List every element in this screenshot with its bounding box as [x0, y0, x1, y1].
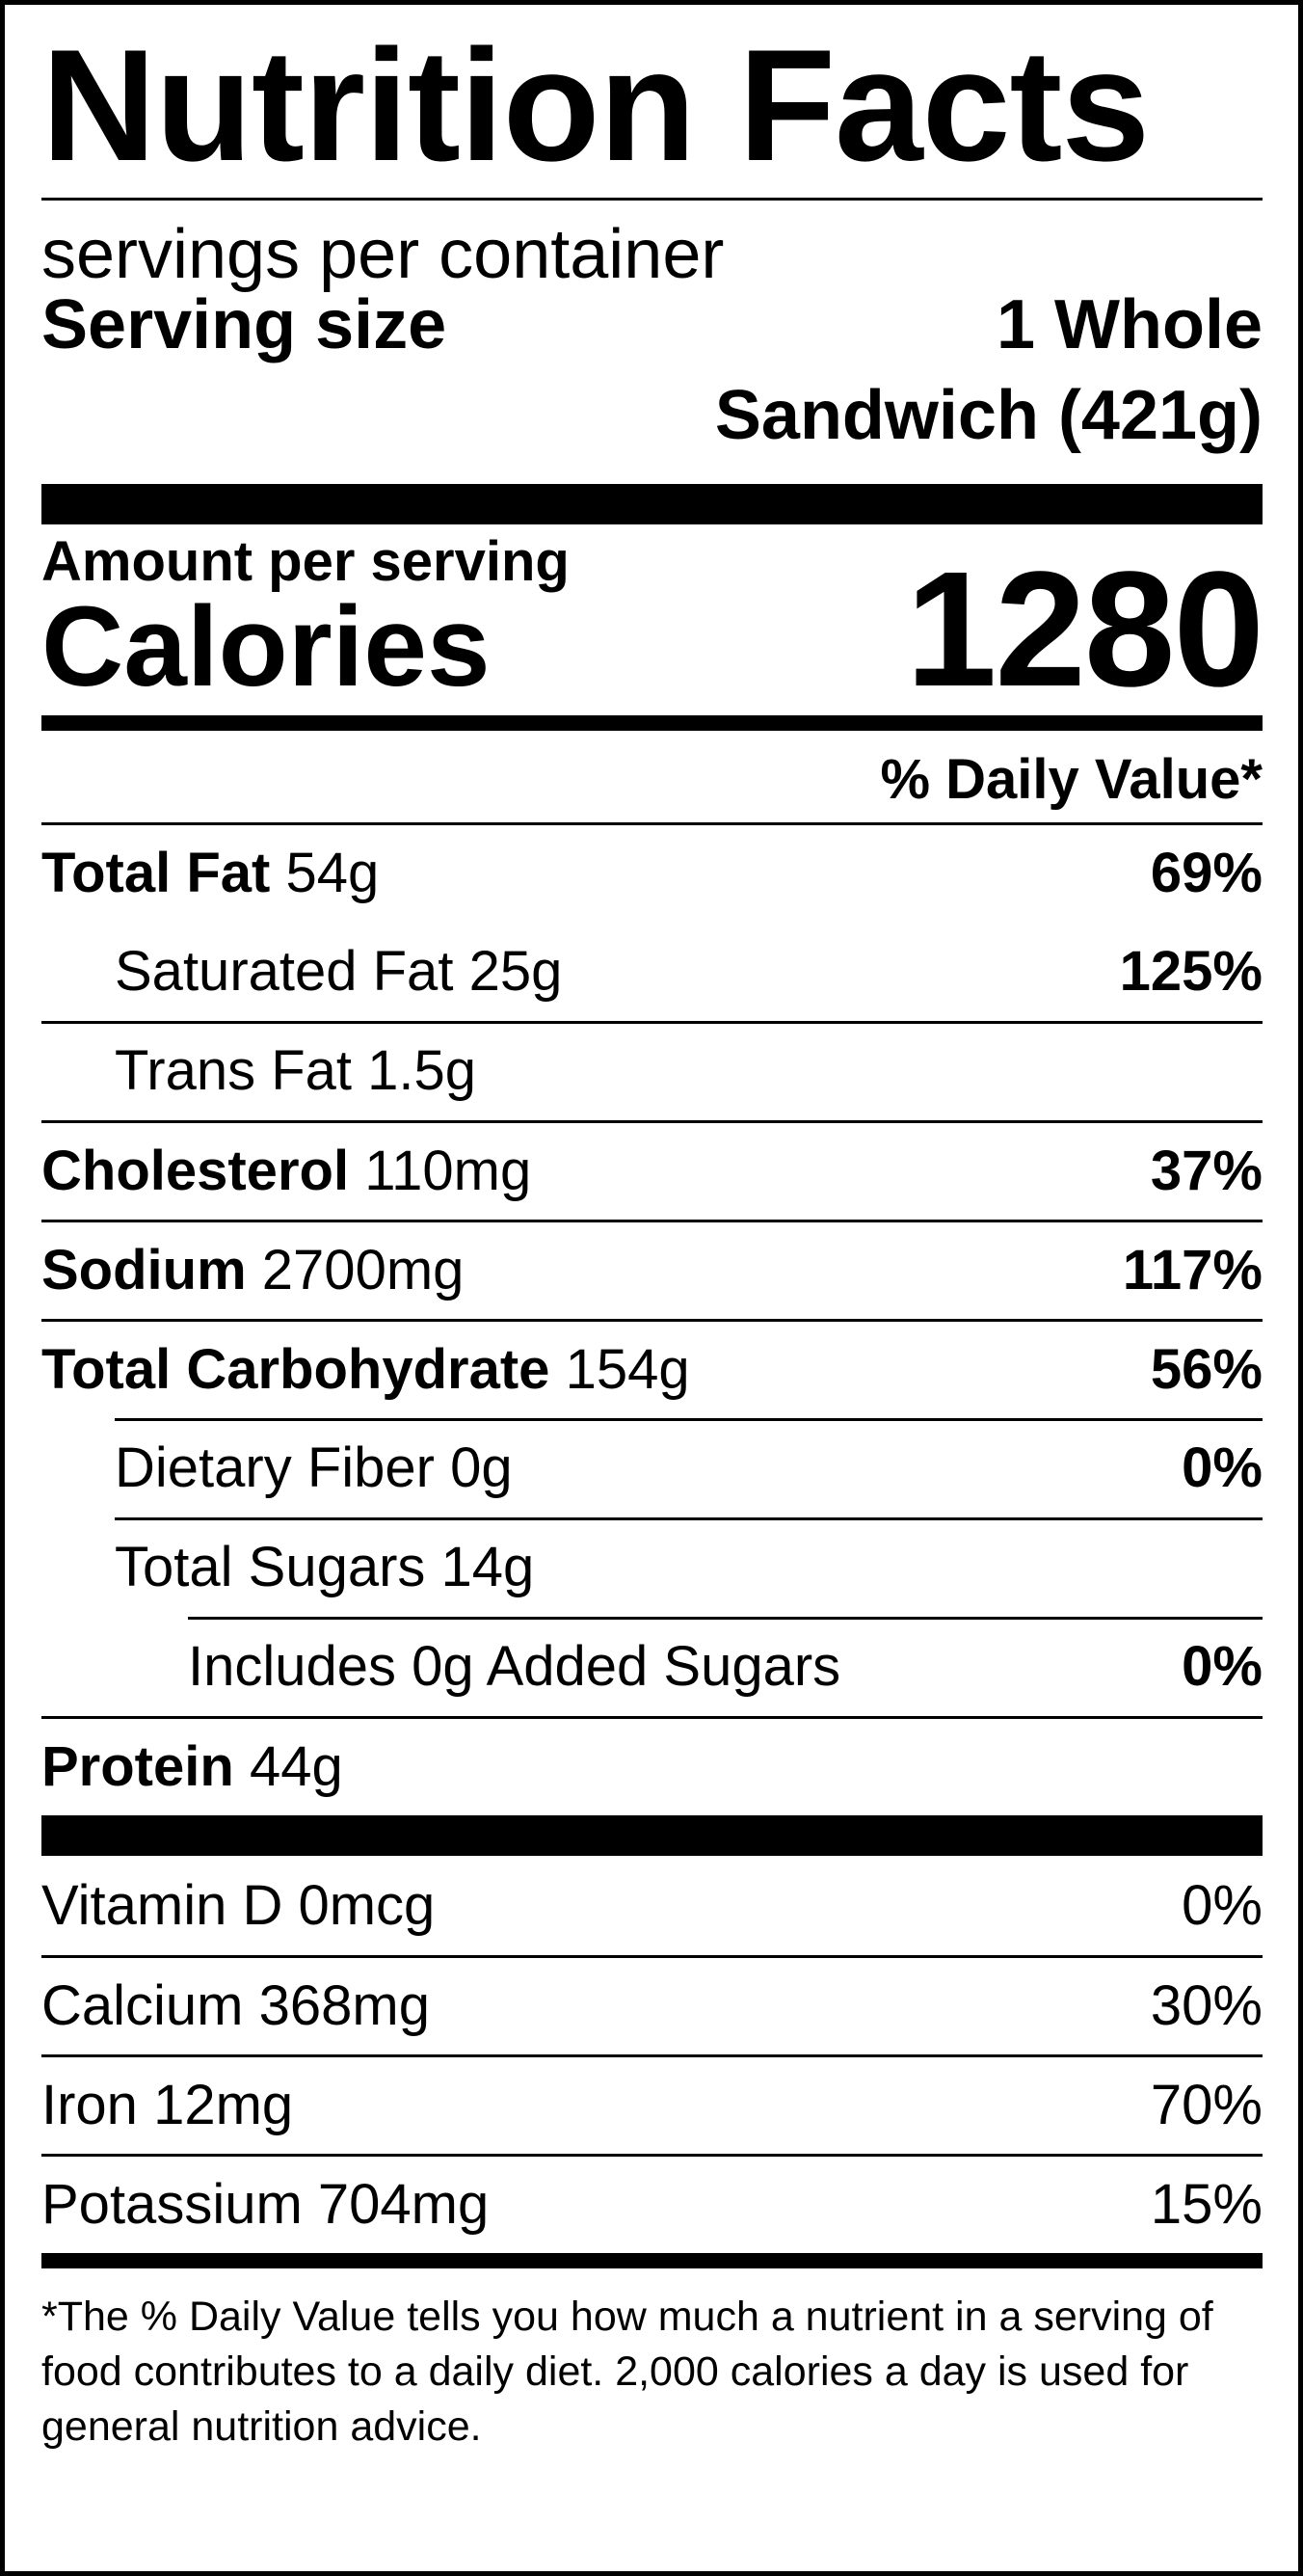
vitamin-name: Vitamin D [41, 1873, 283, 1937]
medium-divider [41, 2253, 1263, 2268]
vitamin-dv: 30% [1150, 1974, 1263, 2037]
vitamin-name: Potassium [41, 2173, 303, 2236]
thick-divider [41, 484, 1263, 524]
vitamin-amount: 368mg [258, 1974, 430, 2037]
nutrient-row-trans-fat: Trans Fat 1.5g [41, 1021, 1263, 1120]
nutrient-row-total-carbohydrate: Total Carbohydrate 154g 56% [41, 1319, 1263, 1418]
serving-size-row: Serving size 1 Whole Sandwich (421g) [41, 280, 1263, 461]
vitamin-row-calcium: Calcium 368mg 30% [41, 1955, 1263, 2054]
nutrient-row-added-sugars: Includes 0g Added Sugars 0% [41, 1617, 1263, 1716]
vitamin-dv: 0% [1182, 1873, 1263, 1937]
nutrient-name: Dietary Fiber [115, 1436, 435, 1499]
divider [41, 198, 1263, 201]
vitamin-name: Iron [41, 2074, 138, 2136]
daily-value-header: % Daily Value* [880, 748, 1263, 811]
calories-label: Calories [41, 583, 491, 711]
serving-size-value-line1: 1 Whole [996, 286, 1263, 363]
nutrient-dv: 0% [1182, 1436, 1263, 1499]
vitamin-name: Calcium [41, 1974, 244, 2037]
nutrient-dv: 69% [1150, 842, 1263, 904]
medium-divider [41, 715, 1263, 731]
nutrient-amount: 1.5g [367, 1038, 477, 1102]
nutrient-row-total-fat: Total Fat 54g 69% [41, 822, 1263, 922]
label-title: Nutrition Facts [41, 16, 1150, 194]
nutrient-dv: 37% [1150, 1140, 1263, 1202]
nutrient-name: Sodium [41, 1239, 247, 1301]
thick-divider [41, 1815, 1263, 1856]
vitamin-amount: 0mcg [298, 1873, 436, 1937]
vitamin-row-potassium: Potassium 704mg 15% [41, 2154, 1263, 2253]
nutrient-row-total-sugars: Total Sugars 14g [41, 1517, 1263, 1617]
serving-size-label: Serving size [41, 286, 447, 363]
nutrient-amount: 14g [440, 1535, 535, 1598]
nutrient-name: Trans Fat [115, 1038, 353, 1102]
nutrient-dv: 117% [1122, 1239, 1263, 1301]
nutrient-row-sodium: Sodium 2700mg 117% [41, 1220, 1263, 1319]
vitamin-row-vitamin-d: Vitamin D 0mcg 0% [41, 1856, 1263, 1955]
serving-size-value: 1 Whole Sandwich (421g) [715, 280, 1263, 461]
nutrient-name: Total Sugars [115, 1535, 426, 1598]
vitamin-dv: 70% [1150, 2074, 1263, 2136]
nutrient-row-dietary-fiber: Dietary Fiber 0g 0% [41, 1418, 1263, 1517]
nutrient-name: Total Fat [41, 842, 271, 904]
nutrient-dv: 0% [1182, 1634, 1263, 1698]
nutrient-name: Protein [41, 1735, 234, 1798]
servings-per-container: servings per container [41, 216, 725, 293]
nutrient-row-cholesterol: Cholesterol 110mg 37% [41, 1120, 1263, 1220]
nutrient-amount: 154g [565, 1338, 690, 1401]
nutrient-dv: 125% [1119, 939, 1263, 1003]
vitamin-row-iron: Iron 12mg 70% [41, 2054, 1263, 2154]
nutrient-amount: 0g [450, 1436, 513, 1499]
nutrient-name: Total Carbohydrate [41, 1338, 550, 1401]
nutrient-dv: 56% [1150, 1338, 1263, 1401]
nutrient-name: Cholesterol [41, 1140, 350, 1202]
nutrient-row-saturated-fat: Saturated Fat 25g 125% [41, 922, 1263, 1021]
nutrient-amount: 2700mg [261, 1239, 465, 1301]
nutrient-row-protein: Protein 44g [41, 1716, 1263, 1815]
vitamin-dv: 15% [1150, 2173, 1263, 2236]
nutrient-amount: 25g [468, 939, 563, 1003]
calories-row: Calories 1280 [41, 548, 1264, 715]
nutrient-amount: 44g [249, 1735, 343, 1798]
serving-size-value-line2: Sandwich (421g) [714, 377, 1263, 454]
footnote: *The % Daily Value tells you how much a … [41, 2294, 1213, 2450]
nutrient-amount: 110mg [364, 1140, 532, 1202]
vitamin-amount: 12mg [153, 2074, 294, 2136]
nutrient-name: Saturated Fat [115, 939, 454, 1003]
vitamin-amount: 704mg [317, 2173, 490, 2236]
calories-value: 1280 [905, 538, 1264, 721]
nutrient-name: Includes 0g Added Sugars [188, 1634, 841, 1698]
nutrient-amount: 54g [285, 842, 380, 904]
amount-per-serving: Amount per serving [41, 530, 570, 593]
